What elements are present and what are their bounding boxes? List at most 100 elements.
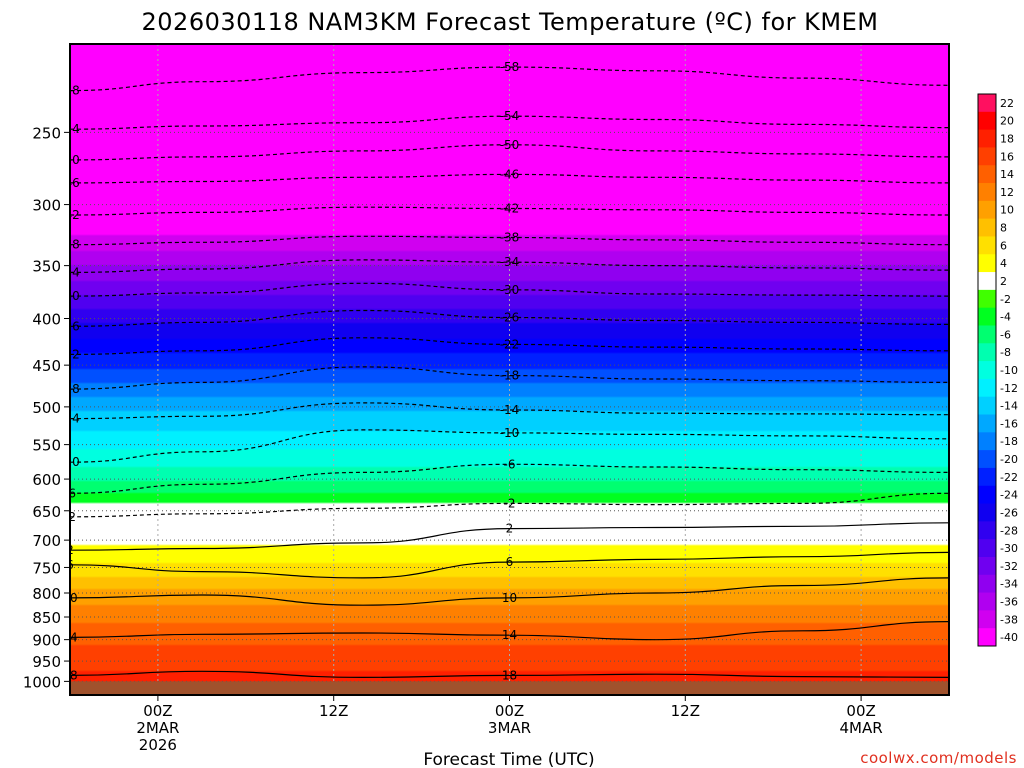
contour-label: 6 bbox=[66, 558, 74, 572]
contour-label: -54 bbox=[60, 122, 80, 136]
colorbar-swatch bbox=[978, 272, 996, 291]
credit-text: coolwx.com/models bbox=[860, 749, 1017, 767]
colorbar-label: -12 bbox=[1000, 382, 1018, 395]
contour-label: -46 bbox=[60, 176, 80, 190]
colorbar-label: -34 bbox=[1000, 578, 1018, 591]
contour-label: -30 bbox=[500, 283, 520, 297]
colorbar-frame bbox=[977, 93, 997, 647]
colorbar-label: -14 bbox=[1000, 400, 1018, 413]
colorbar-swatch bbox=[978, 574, 996, 594]
contour-label: -42 bbox=[60, 208, 80, 222]
colorbar-swatch bbox=[978, 165, 996, 184]
colorbar-swatch bbox=[978, 378, 996, 398]
colorbar-label: 14 bbox=[1000, 168, 1014, 181]
contour-label: -18 bbox=[500, 369, 520, 383]
contour-label: 14 bbox=[502, 628, 517, 642]
colorbar-swatch bbox=[978, 200, 996, 220]
x-tick-label: 00Z bbox=[143, 702, 172, 720]
contour-label: -6 bbox=[64, 486, 76, 500]
contour-label: 2 bbox=[66, 543, 74, 557]
colorbar-label: 12 bbox=[1000, 186, 1014, 199]
gridlines bbox=[70, 44, 949, 695]
y-tick-label: 1000 bbox=[23, 673, 61, 691]
y-tick-label: 700 bbox=[32, 532, 61, 550]
y-tick-label: 550 bbox=[32, 437, 61, 455]
contour-14 bbox=[70, 621, 949, 641]
x-axis-label: Forecast Time (UTC) bbox=[423, 750, 594, 768]
colorbar-label: -24 bbox=[1000, 489, 1018, 502]
colorbar-label: -38 bbox=[1000, 613, 1018, 626]
contour-10 bbox=[70, 577, 949, 606]
colorbar-swatch bbox=[978, 539, 996, 558]
colorbar-label: 16 bbox=[1000, 150, 1014, 163]
y-tick-label: 300 bbox=[32, 197, 61, 215]
colorbar-swatch bbox=[978, 111, 996, 131]
colorbar-swatch bbox=[978, 94, 996, 113]
contour-label: 6 bbox=[506, 555, 514, 569]
colorbar-label: -22 bbox=[1000, 471, 1018, 484]
contour-label: -18 bbox=[60, 382, 80, 396]
contour-18 bbox=[70, 670, 949, 679]
y-tick-label: 750 bbox=[32, 559, 61, 577]
x-tick-label: 2026 bbox=[139, 736, 177, 754]
contour-label: -14 bbox=[500, 403, 520, 417]
contour-label: -2 bbox=[504, 496, 516, 510]
x-tick-label: 12Z bbox=[671, 702, 700, 720]
colorbar-label: 10 bbox=[1000, 204, 1014, 217]
contour--18 bbox=[70, 366, 949, 390]
colorbar-label: -8 bbox=[1000, 346, 1011, 359]
y-tick-label: 500 bbox=[32, 399, 61, 417]
y-tick-label: 600 bbox=[32, 471, 61, 489]
contour-label: -42 bbox=[500, 202, 520, 216]
contour-label: 18 bbox=[502, 668, 517, 682]
contour-label: -30 bbox=[60, 289, 80, 303]
colorbar-label: -4 bbox=[1000, 311, 1011, 324]
colorbar-label: 18 bbox=[1000, 133, 1014, 146]
colorbar-swatch bbox=[978, 592, 996, 611]
colorbar-label: -2 bbox=[1000, 293, 1011, 306]
ground-layer bbox=[70, 681, 949, 695]
colorbar-swatch bbox=[978, 236, 996, 255]
colorbar-label: 22 bbox=[1000, 97, 1014, 110]
contour-label: -14 bbox=[60, 412, 80, 426]
contour-2 bbox=[70, 522, 949, 551]
colorbar-swatch bbox=[978, 414, 996, 433]
y-tick-label: 850 bbox=[32, 609, 61, 627]
contour-label: -10 bbox=[60, 455, 80, 469]
colorbar-swatch bbox=[978, 254, 996, 273]
x-tick-label: 2MAR bbox=[136, 719, 179, 737]
colorbar-swatch bbox=[978, 432, 996, 451]
contour-label: -58 bbox=[60, 84, 80, 98]
contour-label: -22 bbox=[60, 347, 80, 361]
colorbar: 22 20 18 16 14 12 10 8 6 4 2 -2 -4 -6 -8 -10 -12 -14 -16 -1… bbox=[977, 93, 1018, 647]
colorbar-label: 8 bbox=[1000, 222, 1007, 235]
y-tick-label: 900 bbox=[32, 632, 61, 650]
x-tick-label: 00Z bbox=[846, 702, 875, 720]
colorbar-swatch bbox=[978, 289, 996, 309]
x-tick-label: 3MAR bbox=[488, 719, 531, 737]
colorbar-label: -10 bbox=[1000, 364, 1018, 377]
contour-label: 10 bbox=[62, 591, 77, 605]
contour-label: -6 bbox=[504, 457, 516, 471]
colorbar-swatch bbox=[978, 361, 996, 380]
contour-label: -58 bbox=[500, 60, 520, 74]
colorbar-label: 2 bbox=[1000, 275, 1007, 288]
x-tick-label: 4MAR bbox=[840, 719, 883, 737]
contour-label: -38 bbox=[500, 230, 520, 244]
contour-label: -2 bbox=[64, 510, 76, 524]
contour-label: -50 bbox=[60, 153, 80, 167]
y-tick-label: 250 bbox=[32, 124, 61, 142]
colorbar-label: -40 bbox=[1000, 631, 1018, 644]
colorbar-swatch bbox=[978, 325, 996, 344]
y-axis: 250 300 350 400 450 500 550 600 650 700 750 800 850 9… bbox=[23, 124, 70, 691]
colorbar-swatch bbox=[978, 147, 996, 166]
y-tick-label: 450 bbox=[32, 357, 61, 375]
y-tick-label: 400 bbox=[32, 311, 61, 329]
contour--10 bbox=[70, 429, 949, 463]
colorbar-label: -16 bbox=[1000, 417, 1018, 430]
colorbar-swatch bbox=[978, 396, 996, 416]
y-tick-label: 950 bbox=[32, 653, 61, 671]
contour-label: -38 bbox=[60, 238, 80, 252]
